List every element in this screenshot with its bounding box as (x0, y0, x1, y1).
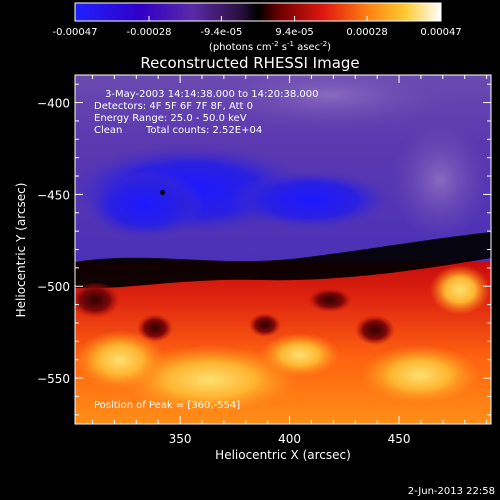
colorbar-tick-label: -9.4e-05 (200, 27, 242, 38)
colorbar: -0.00047 -0.00028 -9.4e-05 9.4e-05 0.00028 0.… (53, 2, 462, 53)
annotation-clean: Clean (94, 125, 122, 136)
colorbar-tick-label: -0.00028 (126, 27, 171, 38)
heatmap-pale-patch (210, 75, 450, 130)
colorbar-tick-marks (74, 16, 442, 21)
colorbar-tick-label: -0.00047 (53, 27, 98, 38)
heatmap-bright-patch (260, 333, 340, 377)
peak-marker (160, 190, 166, 196)
colorbar-tick-label: 0.00028 (346, 27, 387, 38)
x-tick-label: 350 (169, 432, 192, 446)
annotation-detectors: Detectors: 4F 5F 6F 7F 8F, Att 0 (94, 101, 253, 112)
colorbar-gradient (74, 2, 442, 22)
plot-timestamp: 2-Jun-2013 22:58 (408, 486, 495, 497)
x-axis-title: Heliocentric X (arcsec) (215, 448, 351, 462)
y-tick-label: −450 (37, 188, 70, 202)
axis-tick-labels: 350 400 450 −400 −450 −500 −550 (37, 97, 410, 446)
colorbar-unit-label: (photons cm-2 s-1 asec-2) (209, 40, 331, 53)
x-tick-label: 400 (278, 432, 301, 446)
annotation-time-range: 3-May-2003 14:14:38.000 to 14:20:38.000 (105, 89, 318, 100)
heatmap-dark-spot (308, 288, 352, 312)
y-axis-title: Heliocentric Y (arcsec) (14, 183, 28, 318)
annotation-counts: Total counts: 2.52E+04 (145, 125, 262, 136)
heatmap-dark-boundary (75, 232, 491, 289)
heatmap-blue-core (85, 170, 205, 240)
colorbar-tick-label: 0.00047 (420, 27, 461, 38)
heatmap-dark-spot (137, 314, 173, 342)
y-tick-label: −500 (37, 280, 70, 294)
heatmap-blue-core (230, 170, 390, 230)
heatmap-dark-spot (355, 315, 395, 345)
image-annotations: 3-May-2003 14:14:38.000 to 14:20:38.000 … (94, 89, 318, 411)
axis-tick-marks (75, 75, 491, 424)
colorbar-tick-label: 9.4e-05 (275, 27, 313, 38)
heatmap-bright-patch (360, 345, 480, 405)
heatmap-dark-spot (75, 282, 120, 318)
annotation-peak: Position of Peak = [360,-554] (94, 400, 240, 411)
annotation-energy: Energy Range: 25.0 - 50.0 keV (94, 113, 247, 124)
heatmap-bright-patch (430, 265, 490, 315)
heatmap-bright-patch (120, 345, 300, 415)
heatmap-image (75, 75, 491, 424)
y-tick-label: −400 (37, 97, 70, 111)
heatmap-pale-patch (390, 120, 490, 240)
heatmap-dark-spot (249, 313, 281, 337)
y-tick-label: −550 (37, 372, 70, 386)
x-tick-label: 450 (388, 432, 411, 446)
chart-title: Reconstructed RHESSI Image (140, 54, 359, 72)
colorbar-tick-labels: -0.00047 -0.00028 -9.4e-05 9.4e-05 0.00028 0.… (53, 27, 462, 38)
heatmap-bright-patch (75, 330, 165, 390)
